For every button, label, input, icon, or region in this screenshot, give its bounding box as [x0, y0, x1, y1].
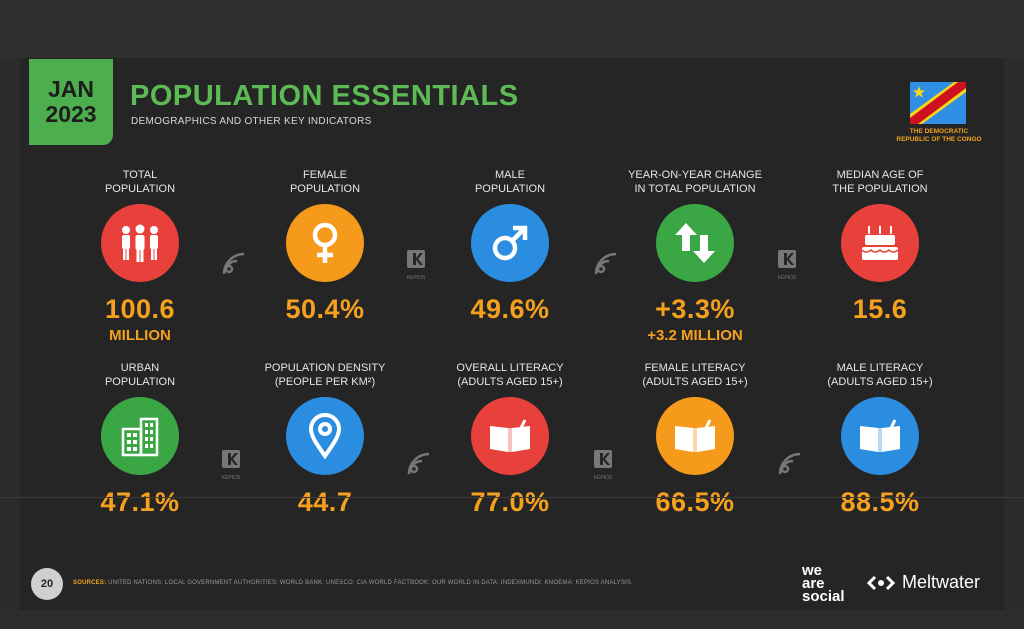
stat-female-population: FEMALE POPULATION 50.4% — [250, 168, 400, 325]
datareportal-watermark-icon — [220, 250, 248, 283]
stat-value: 49.6% — [470, 294, 550, 324]
scan-line — [0, 497, 1024, 498]
datareportal-watermark-icon — [776, 450, 804, 483]
people-icon — [101, 204, 179, 282]
kepios-watermark-text: KEPIOS — [406, 275, 426, 281]
stat-label-line1: MEDIAN AGE OF — [836, 169, 924, 181]
female-icon — [286, 204, 364, 282]
meltwater-logo: Meltwater — [866, 572, 980, 593]
bottom-band — [0, 610, 1024, 629]
kepios-watermark-icon: KEPIOS — [405, 248, 427, 281]
stat-label-line2: POPULATION — [289, 183, 361, 195]
kepios-watermark-icon: KEPIOS — [592, 448, 614, 481]
kepios-watermark-icon: KEPIOS — [776, 248, 798, 281]
stat-label: YEAR-ON-YEAR CHANGE IN TOTAL POPULATION — [620, 168, 770, 196]
building-icon — [101, 397, 179, 475]
location-pin-icon — [286, 397, 364, 475]
stat-value: 88.5% — [840, 487, 920, 517]
stat-label-line1: MALE LITERACY — [836, 362, 924, 374]
drc-flag-icon — [910, 82, 966, 124]
stat-label-line1: YEAR-ON-YEAR CHANGE — [628, 169, 762, 181]
meltwater-logo-icon — [866, 575, 896, 590]
stat-label: FEMALE POPULATION — [250, 168, 400, 196]
kepios-watermark-icon: KEPIOS — [220, 448, 242, 481]
stat-value: 50.4% — [285, 294, 365, 324]
stat-label-line1: FEMALE — [302, 169, 347, 181]
country-line2: REPUBLIC OF THE CONGO — [896, 136, 982, 143]
stat-label: MALE POPULATION — [435, 168, 585, 196]
male-icon — [471, 204, 549, 282]
stat-label: TOTAL POPULATION — [65, 168, 215, 196]
stat-label-line2: THE POPULATION — [832, 183, 928, 195]
slide: JAN 2023 POPULATION ESSENTIALS DEMOGRAPH… — [20, 58, 1004, 610]
stat-label-line1: POPULATION DENSITY — [264, 362, 386, 374]
stat-total-population: TOTAL POPULATION 100.6 MILLION — [65, 168, 215, 344]
stat-label-line1: URBAN — [120, 362, 160, 374]
stat-label-line2: POPULATION — [104, 376, 176, 388]
logo-line2: are — [802, 575, 825, 592]
stat-overall-literacy: OVERALL LITERACY (ADULTS AGED 15+) 77.0% — [435, 361, 585, 518]
date-badge: JAN 2023 — [29, 59, 113, 145]
stat-male-literacy: MALE LITERACY (ADULTS AGED 15+) 88.5% — [805, 361, 955, 518]
stat-label-line1: TOTAL — [122, 169, 158, 181]
stat-label-line1: OVERALL LITERACY — [456, 362, 564, 374]
stat-label: MALE LITERACY (ADULTS AGED 15+) — [805, 361, 955, 389]
sources-line: SOURCES: UNITED NATIONS; LOCAL GOVERNMEN… — [73, 580, 633, 586]
stat-value: 77.0% — [470, 487, 550, 517]
kepios-watermark-text: KEPIOS — [221, 475, 241, 481]
stat-label-line2: (PEOPLE PER KM²) — [274, 376, 376, 388]
stat-label-line2: (ADULTS AGED 15+) — [457, 376, 563, 388]
stat-urban-population: URBAN POPULATION 47.1% — [65, 361, 215, 518]
stat-label: URBAN POPULATION — [65, 361, 215, 389]
kepios-watermark-text: KEPIOS — [777, 275, 797, 281]
stat-population-density: POPULATION DENSITY (PEOPLE PER KM²) 44.7 — [250, 361, 400, 518]
cake-icon — [841, 204, 919, 282]
stat-label-line2: IN TOTAL POPULATION — [634, 183, 756, 195]
stat-label-line1: FEMALE LITERACY — [644, 362, 746, 374]
book-icon — [841, 397, 919, 475]
stat-male-population: MALE POPULATION 49.6% — [435, 168, 585, 325]
sources-text: UNITED NATIONS; LOCAL GOVERNMENT AUTHORI… — [108, 580, 633, 586]
book-icon — [656, 397, 734, 475]
we-are-social-logo: we are social — [802, 562, 845, 605]
country-name: THE DEMOCRATIC REPUBLIC OF THE CONGO — [884, 128, 994, 144]
stat-label: MEDIAN AGE OF THE POPULATION — [805, 168, 955, 196]
kepios-watermark-text: KEPIOS — [593, 475, 613, 481]
page-subtitle: DEMOGRAPHICS AND OTHER KEY INDICATORS — [131, 116, 372, 127]
stat-label-line2: (ADULTS AGED 15+) — [642, 376, 748, 388]
meltwater-logo-text: Meltwater — [902, 572, 981, 592]
stat-label: POPULATION DENSITY (PEOPLE PER KM²) — [250, 361, 400, 389]
stat-sub: +3.2 MILLION — [647, 327, 743, 344]
page-number: 20 — [31, 568, 63, 600]
stat-female-literacy: FEMALE LITERACY (ADULTS AGED 15+) 66.5% — [620, 361, 770, 518]
logo-line1: we — [802, 562, 823, 579]
stat-value: +3.3% — [655, 294, 735, 324]
stat-yoy-change: YEAR-ON-YEAR CHANGE IN TOTAL POPULATION … — [620, 168, 770, 344]
logo-line3: social — [802, 588, 845, 605]
stat-value: 100.6 — [104, 294, 176, 324]
book-icon — [471, 397, 549, 475]
up-down-arrows-icon — [656, 204, 734, 282]
stat-label-line2: POPULATION — [104, 183, 176, 195]
stat-label: OVERALL LITERACY (ADULTS AGED 15+) — [435, 361, 585, 389]
country-line1: THE DEMOCRATIC — [909, 128, 969, 135]
stat-label-line1: MALE — [495, 169, 525, 181]
datareportal-watermark-icon — [592, 250, 620, 283]
date-month: JAN — [47, 76, 94, 102]
stat-median-age: MEDIAN AGE OF THE POPULATION 15.6 — [805, 168, 955, 325]
stat-label: FEMALE LITERACY (ADULTS AGED 15+) — [620, 361, 770, 389]
stat-value: 15.6 — [852, 294, 908, 324]
stat-value: 44.7 — [297, 487, 353, 517]
stat-sub: MILLION — [109, 327, 171, 344]
page-title: POPULATION ESSENTIALS — [130, 80, 519, 112]
datareportal-watermark-icon — [405, 450, 433, 483]
top-band — [0, 0, 1024, 58]
stat-label-line2: POPULATION — [474, 183, 546, 195]
date-year: 2023 — [45, 101, 97, 127]
stat-value: 66.5% — [655, 487, 735, 517]
stat-label-line2: (ADULTS AGED 15+) — [827, 376, 933, 388]
stat-value: 47.1% — [100, 487, 180, 517]
sources-label: SOURCES: — [73, 580, 107, 586]
